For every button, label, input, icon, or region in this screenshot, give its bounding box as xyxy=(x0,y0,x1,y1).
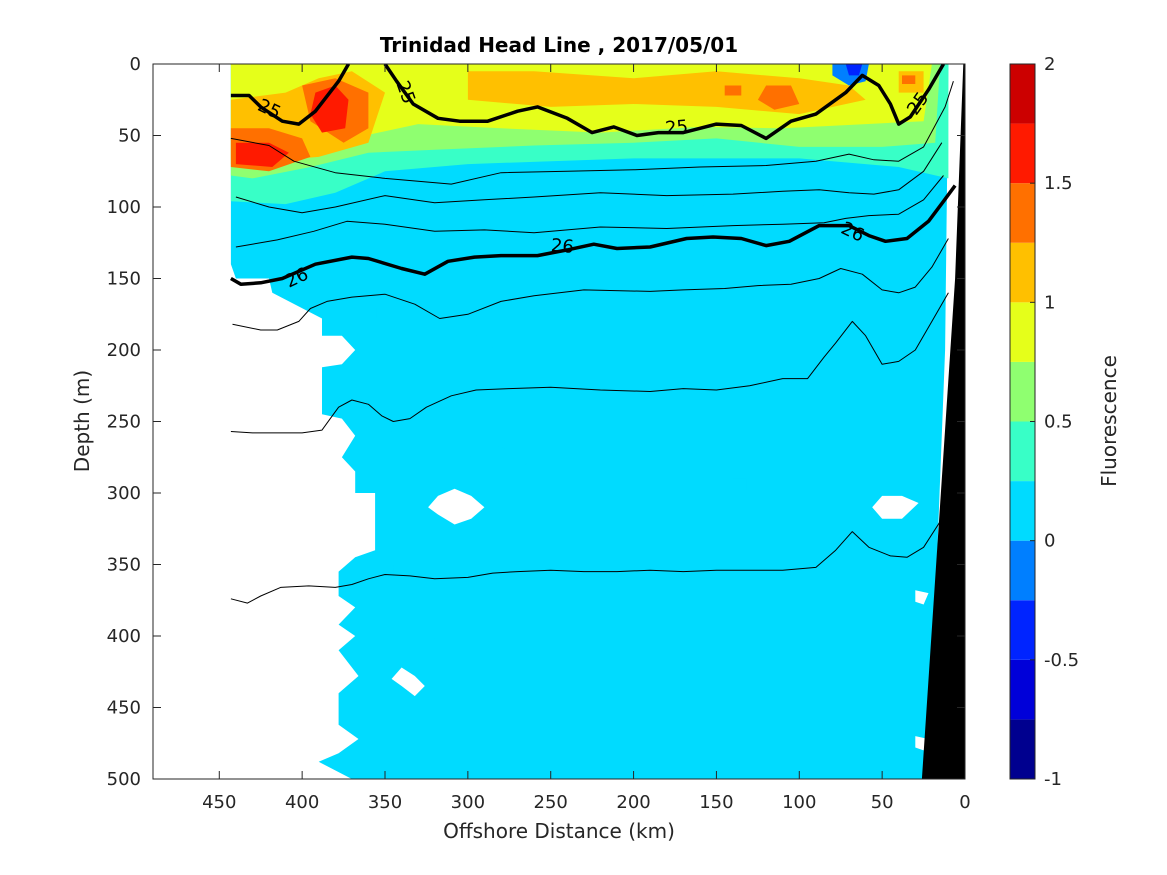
contour-label-26: 26 xyxy=(550,235,575,258)
fluorescence-patch-25 xyxy=(733,478,747,491)
x-axis-label: Offshore Distance (km) xyxy=(443,819,675,843)
y-tick-label: 450 xyxy=(107,698,141,719)
y-tick-label: 300 xyxy=(107,483,141,504)
colorbar-swatch xyxy=(1010,481,1035,541)
colorbar-swatch xyxy=(1010,719,1035,779)
fluorescence-patch-14 xyxy=(845,64,863,76)
y-tick-label: 500 xyxy=(107,769,141,790)
y-tick-label: 350 xyxy=(107,555,141,576)
seafloor-bathymetry xyxy=(921,64,965,779)
colorbar-tick-label: 1.5 xyxy=(1044,173,1073,194)
colorbar-swatch xyxy=(1010,659,1035,720)
missing-data-gap-1 xyxy=(872,495,919,519)
x-tick-label: 200 xyxy=(616,792,650,813)
y-tick-label: 200 xyxy=(107,340,141,361)
missing-data-gaps xyxy=(391,488,929,751)
isopycnal-thin-contour xyxy=(230,81,954,185)
colorbar-swatch xyxy=(1010,421,1035,482)
x-tick-label: 100 xyxy=(782,792,816,813)
chart-title: Trinidad Head Line , 2017/05/01 xyxy=(380,33,738,57)
fluorescence-patch-17 xyxy=(376,307,392,319)
fluorescence-patch-9 xyxy=(724,85,742,96)
x-tick-label: 0 xyxy=(959,792,970,813)
colorbar-swatch xyxy=(1010,64,1035,124)
fluorescence-patch-10 xyxy=(902,75,916,84)
x-axis: 450 400 350 300 250 200 150 100 50 0 xyxy=(202,64,971,813)
colorbar-ticks: 2 1.5 1 0.5 0 -0.5 -1 xyxy=(1030,54,1079,790)
contour-label-25: 25 xyxy=(664,116,689,139)
x-tick-label: 450 xyxy=(202,792,236,813)
isopycnal-25-contour xyxy=(383,64,946,141)
fluorescence-patch-21 xyxy=(448,450,468,468)
colorbar-swatch xyxy=(1010,302,1035,362)
isopycnal-thin-contour xyxy=(230,521,941,604)
x-tick-label: 400 xyxy=(285,792,319,813)
fluorescence-patch-16 xyxy=(756,207,786,315)
y-tick-label: 250 xyxy=(107,412,141,433)
x-tick-label: 300 xyxy=(451,792,485,813)
x-tick-label: 350 xyxy=(368,792,402,813)
colorbar-tick-label: -1 xyxy=(1044,769,1062,790)
isopycnal-contours xyxy=(230,64,957,604)
colorbar xyxy=(1010,64,1035,779)
isopycnal-25-contour xyxy=(230,64,351,126)
x-tick-label: 50 xyxy=(871,792,894,813)
missing-data-gap-0 xyxy=(428,488,485,525)
fluorescence-patch-22 xyxy=(393,564,410,576)
fluorescence-patch-23 xyxy=(418,636,435,651)
isopycnal-thin-contour xyxy=(230,292,949,434)
colorbar-tick-label: 2 xyxy=(1044,54,1055,75)
y-tick-label: 400 xyxy=(107,626,141,647)
colorbar-tick-label: 0.5 xyxy=(1044,412,1073,433)
x-tick-label: 150 xyxy=(699,792,733,813)
colorbar-swatch xyxy=(1010,183,1035,243)
fluorescence-patch-18 xyxy=(476,328,498,350)
colorbar-swatch xyxy=(1010,600,1035,660)
colorbar-tick-label: 0 xyxy=(1044,531,1055,552)
colorbar-label: Fluorescence xyxy=(1097,355,1121,487)
missing-data-gap-3 xyxy=(915,590,929,605)
colorbar-tick-label: 1 xyxy=(1044,292,1055,313)
isopycnal-thin-contour xyxy=(235,142,943,214)
fluorescence-patch-15 xyxy=(693,201,724,310)
x-tick-label: 250 xyxy=(534,792,568,813)
colorbar-swatch xyxy=(1010,361,1035,422)
fluorescence-patch-8 xyxy=(757,85,800,110)
colorbar-swatch xyxy=(1010,242,1035,303)
fluorescence-patch-24 xyxy=(464,678,485,694)
isopycnal-26-contour xyxy=(230,184,957,286)
missing-data-gap-2 xyxy=(391,667,425,697)
y-tick-label: 100 xyxy=(107,197,141,218)
fluorescence-patch-20 xyxy=(467,438,535,482)
y-tick-label: 50 xyxy=(118,126,141,147)
fluorescence-patch-11 xyxy=(310,85,349,133)
y-tick-label: 150 xyxy=(107,269,141,290)
isopycnal-thin-contour xyxy=(235,175,944,248)
isopycnal-thin-contour xyxy=(232,238,949,331)
colorbar-tick-label: -0.5 xyxy=(1044,650,1079,671)
colorbar-swatch xyxy=(1010,123,1035,184)
colorbar-swatch xyxy=(1010,540,1035,601)
y-axis-label: Depth (m) xyxy=(70,370,94,472)
fluorescence-patch-12 xyxy=(235,142,289,167)
y-tick-label: 0 xyxy=(130,54,141,75)
y-axis: 0 50 100 150 200 250 300 350 400 450 500 xyxy=(107,54,965,790)
